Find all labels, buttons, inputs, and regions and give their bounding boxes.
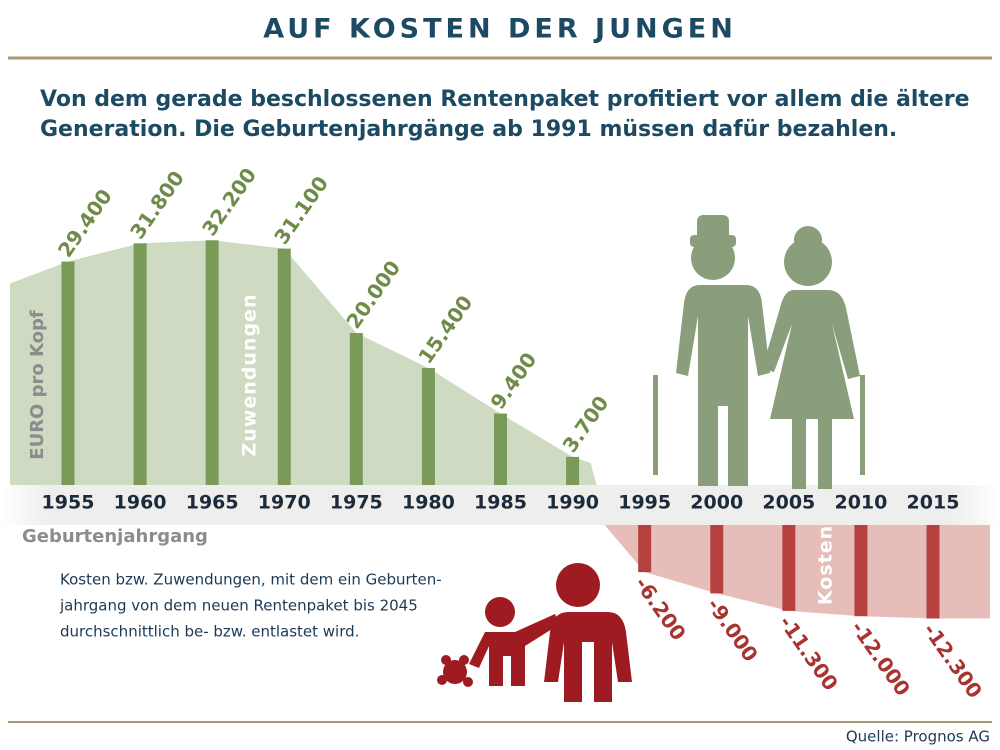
- bar: [566, 456, 580, 485]
- x-tick-label: 1980: [402, 492, 455, 514]
- value-label: 15.400: [413, 291, 477, 368]
- elderly-couple-icon: [653, 215, 865, 489]
- x-axis-label: Geburtenjahrgang: [22, 526, 208, 547]
- x-tick-label: 1960: [114, 492, 167, 514]
- y-axis-label: EURO pro Kopf: [27, 310, 48, 460]
- bar: [782, 525, 796, 611]
- value-label: -6.200: [630, 572, 691, 644]
- x-tick-label: 1990: [546, 492, 599, 514]
- x-tick-label: 1955: [42, 492, 95, 514]
- bar: [638, 525, 652, 573]
- note: Kosten bzw. Zuwendungen, mit dem ein Geb…: [60, 571, 442, 589]
- areas: [10, 240, 990, 619]
- axis-band: [0, 485, 1000, 525]
- note: jahrgang von dem neuen Rentenpaket bis 2…: [59, 597, 418, 615]
- value-label: 31.100: [269, 172, 333, 249]
- bar: [61, 261, 75, 485]
- annotation: Zuwendungen: [239, 294, 261, 457]
- value-label: -12.300: [918, 619, 987, 703]
- bar: [494, 413, 507, 485]
- positive-area: [10, 240, 597, 485]
- bar: [854, 525, 868, 617]
- value-label: 31.800: [125, 166, 189, 243]
- x-tick-label: 1965: [186, 492, 239, 514]
- bar: [421, 367, 435, 485]
- source: Quelle: Prognos AG: [846, 728, 990, 746]
- title: AUF KOSTEN DER JUNGEN: [263, 14, 737, 45]
- note: durchschnittlich be- bzw. entlastet wird…: [60, 623, 359, 641]
- bar: [926, 525, 940, 619]
- x-tick-label: 2015: [907, 492, 960, 514]
- x-tick-label: 1970: [258, 492, 311, 514]
- value-label: 32.200: [197, 163, 261, 240]
- x-tick-label: 2000: [690, 492, 743, 514]
- bar: [710, 525, 724, 594]
- value-label: -9.000: [702, 594, 763, 666]
- value-label: 20.000: [341, 256, 405, 333]
- x-tick-label: 2005: [762, 492, 815, 514]
- negative-area: [604, 525, 990, 619]
- parent-child-icon: [437, 563, 632, 702]
- x-tick-label: 1995: [618, 492, 671, 514]
- value-label: -11.300: [774, 611, 843, 695]
- value-label: -12.000: [846, 616, 915, 700]
- subtitle: Von dem gerade beschlossenen Rentenpaket…: [40, 87, 970, 112]
- x-tick-label: 1985: [474, 492, 527, 514]
- bar: [349, 333, 363, 485]
- x-tick-label: 2010: [834, 492, 887, 514]
- annotation: Kosten: [815, 525, 837, 605]
- bar: [205, 240, 219, 485]
- subtitle: Generation. Die Geburtenjahrgänge ab 199…: [40, 117, 897, 142]
- x-tick-label: 1975: [330, 492, 383, 514]
- value-label: 9.400: [485, 348, 541, 414]
- bar: [133, 243, 147, 485]
- value-label: 29.400: [53, 185, 117, 262]
- bar: [277, 248, 291, 485]
- value-label: 3.700: [558, 391, 614, 457]
